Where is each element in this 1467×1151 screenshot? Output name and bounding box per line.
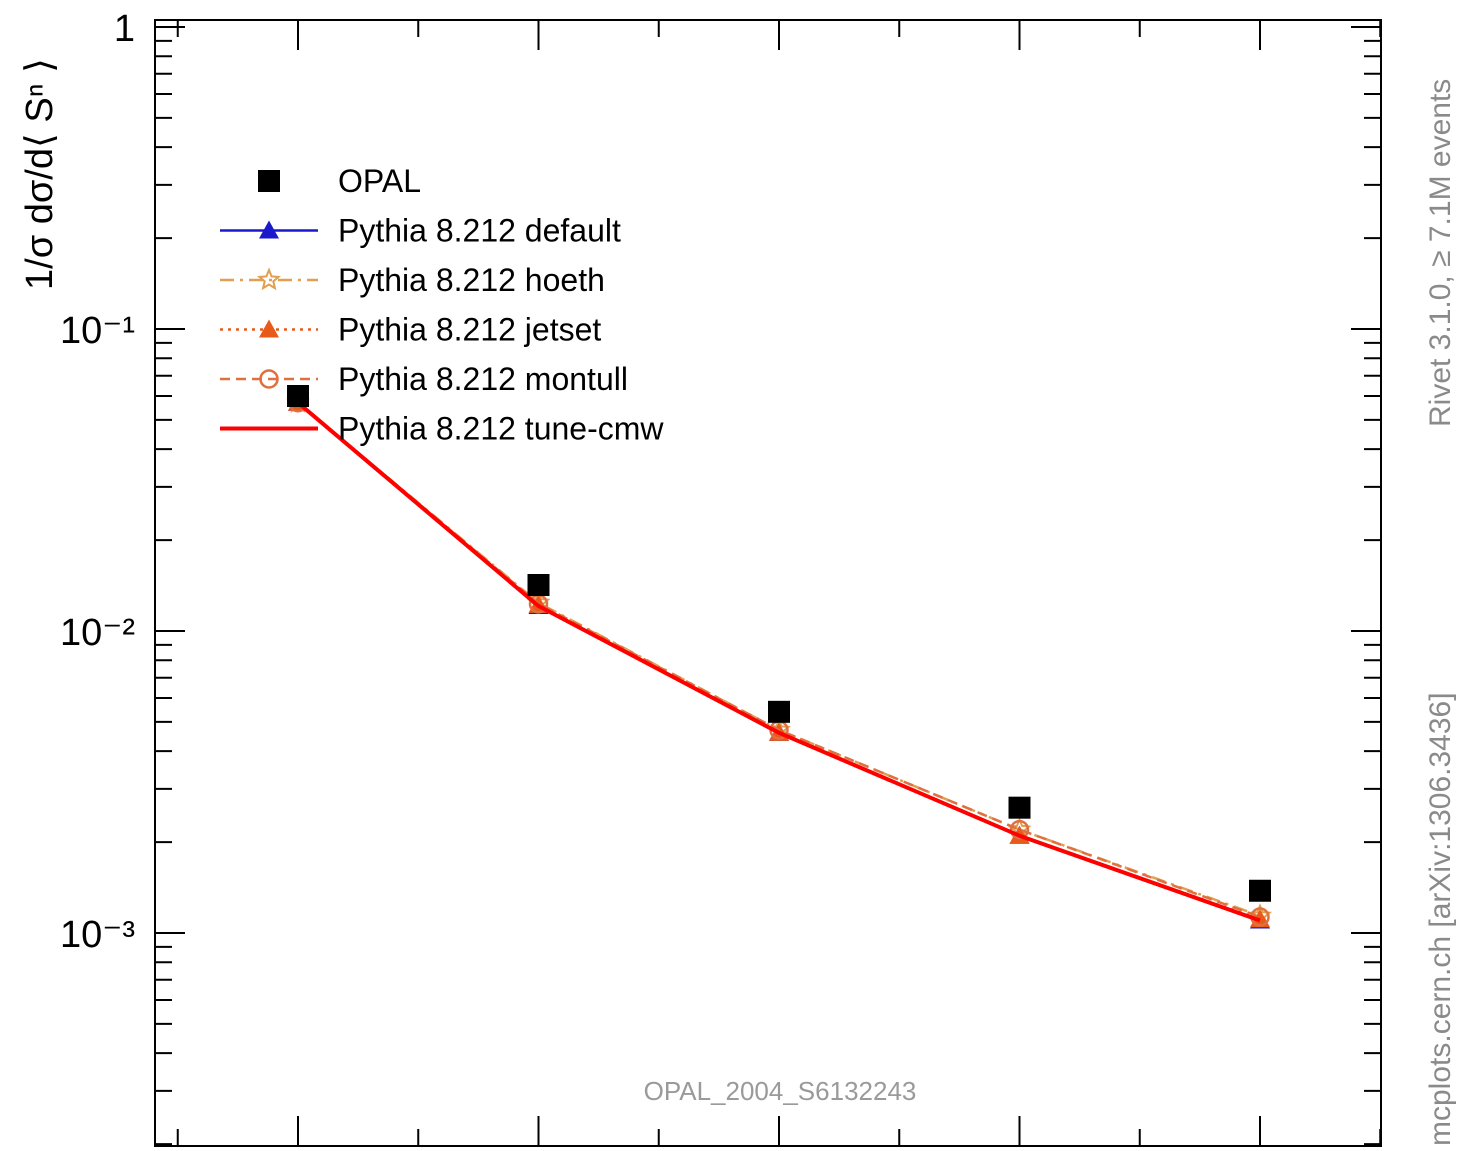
series-line (297, 401, 1261, 922)
legend-marker (259, 319, 279, 338)
data-point (287, 384, 309, 407)
series-group (288, 392, 1270, 928)
series-line (297, 401, 1261, 921)
data-point (527, 574, 550, 597)
y-axis-label: 1/σ dσ/d⟨ Sⁿ ⟩ (19, 58, 61, 290)
data-point (1249, 879, 1271, 902)
y-tick-label: 1 (114, 8, 135, 50)
legend-marker (258, 170, 280, 192)
legend: OPAL Pythia 8.212 default Pythia 8.212 hoe… (220, 163, 664, 447)
analysis-id-label: OPAL_2004_S6132243 (644, 1076, 917, 1106)
axes-frame (154, 19, 1382, 1147)
legend-entry: Pythia 8.212 tune-cmw (220, 411, 664, 447)
legend-marker (259, 369, 279, 389)
legend-label: Pythia 8.212 montull (338, 361, 628, 397)
series-line (296, 401, 1261, 923)
legend-marker (257, 267, 281, 291)
legend-marker (259, 220, 279, 239)
data-point (1009, 819, 1030, 840)
series-group (296, 401, 1261, 923)
y-tick-label: 10⁻² (60, 612, 135, 654)
legend-entry: Pythia 8.212 hoeth (220, 262, 605, 298)
rivet-info-label: Rivet 3.1.0, ≥ 7.1M events (1424, 79, 1457, 427)
series-group (286, 390, 1272, 927)
series-layer (286, 384, 1272, 929)
series-group (288, 392, 1270, 929)
legend-label: Pythia 8.212 hoeth (338, 262, 605, 298)
y-tick-labels: 1 10⁻¹ 10⁻² 10⁻³ (60, 8, 135, 956)
legend-entry: Pythia 8.212 jetset (220, 312, 601, 348)
legend-entry: OPAL (258, 163, 421, 199)
legend-label: Pythia 8.212 jetset (338, 312, 601, 348)
site-info-label: mcplots.cern.ch [arXiv:1306.3436] (1424, 692, 1457, 1146)
series-group (288, 392, 1270, 927)
legend-label: Pythia 8.212 tune-cmw (338, 411, 664, 447)
series-line (297, 401, 1261, 919)
legend-entry: Pythia 8.212 default (220, 213, 621, 249)
series-group (287, 384, 1271, 902)
data-point (1008, 796, 1031, 819)
axis-ticks (155, 20, 1382, 1146)
y-tick-label: 10⁻¹ (60, 310, 135, 352)
legend-label: OPAL (338, 163, 421, 199)
legend-entry: Pythia 8.212 montull (220, 361, 628, 397)
y-tick-label: 10⁻³ (60, 914, 135, 956)
data-point (768, 700, 790, 723)
legend-label: Pythia 8.212 default (338, 213, 621, 249)
plot-frame (154, 19, 1382, 1147)
series-line (297, 401, 1261, 917)
